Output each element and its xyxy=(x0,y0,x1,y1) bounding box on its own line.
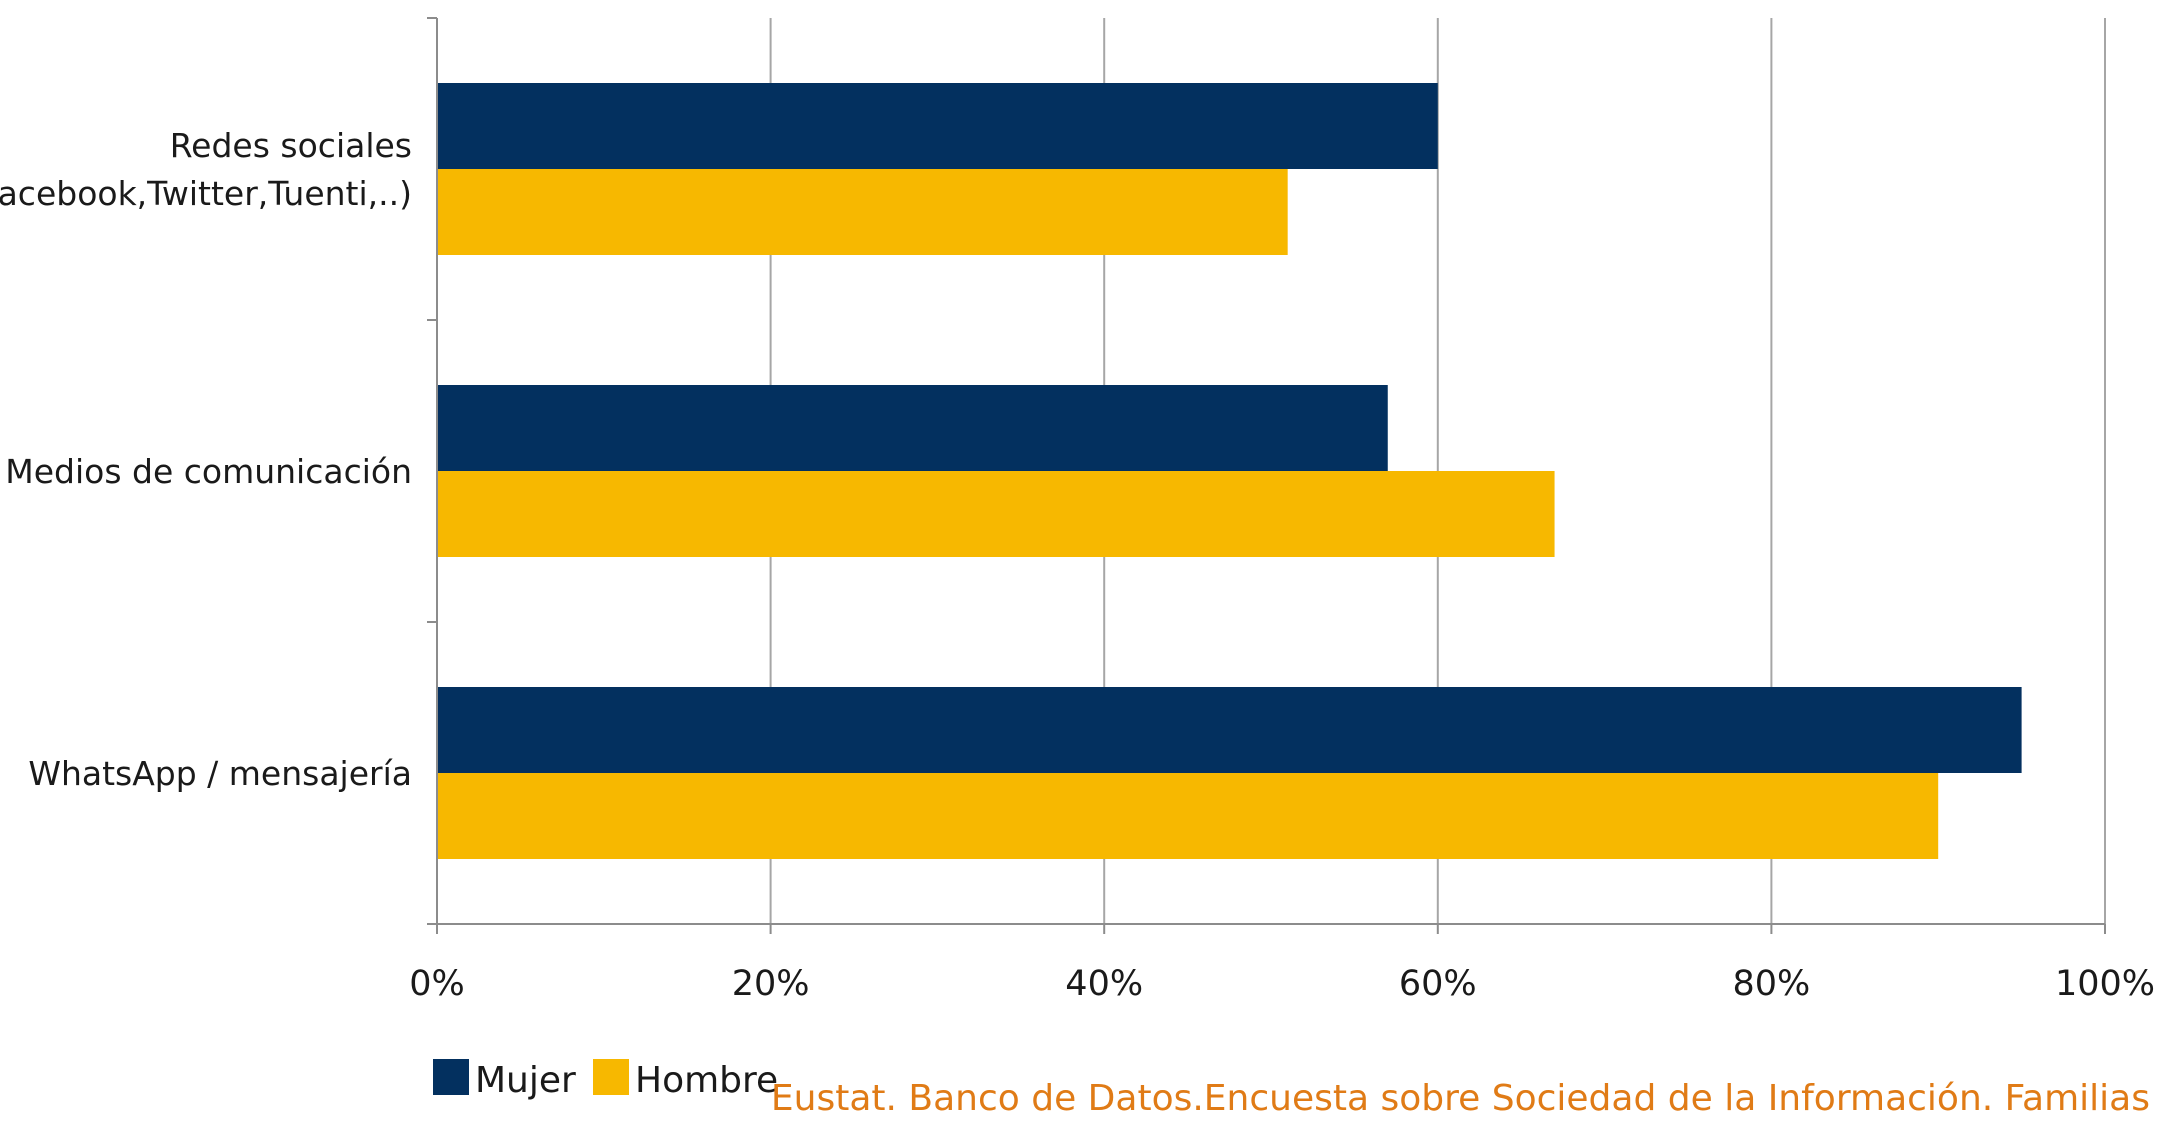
x-tick-label: 0% xyxy=(409,964,465,1004)
bar-mujer xyxy=(437,385,1388,471)
legend: Mujer Hombre xyxy=(433,1059,778,1101)
source-note: Eustat. Banco de Datos.Encuesta sobre So… xyxy=(771,1078,2150,1119)
legend-label-hombre: Hombre xyxy=(635,1060,778,1101)
bar-hombre xyxy=(437,471,1555,557)
x-tick-label: 20% xyxy=(732,964,810,1004)
category-label: WhatsApp / mensajería xyxy=(28,754,412,793)
category-label: Redes sociales (Facebook,Twitter,Tuenti,.… xyxy=(0,126,412,213)
x-tick-label: 40% xyxy=(1065,964,1143,1004)
x-tick-label: 100% xyxy=(2055,964,2155,1004)
category-labels: Redes sociales (Facebook,Twitter,Tuenti,.… xyxy=(0,126,412,793)
bar-hombre xyxy=(437,169,1288,255)
legend-swatch-mujer xyxy=(433,1059,469,1095)
bars xyxy=(437,83,2022,859)
bar-hombre xyxy=(437,773,1939,859)
axes xyxy=(427,17,2106,934)
bar-mujer xyxy=(437,83,1438,169)
legend-label-mujer: Mujer xyxy=(475,1060,576,1101)
legend-swatch-hombre xyxy=(593,1059,629,1095)
x-tick-label: 60% xyxy=(1399,964,1477,1004)
x-tick-labels: 0% 20% 40% 60% 80% 100% xyxy=(409,964,2155,1004)
bar-mujer xyxy=(437,687,2022,773)
x-tick-label: 80% xyxy=(1733,964,1811,1004)
category-label: Medios de comunicación xyxy=(5,452,412,491)
